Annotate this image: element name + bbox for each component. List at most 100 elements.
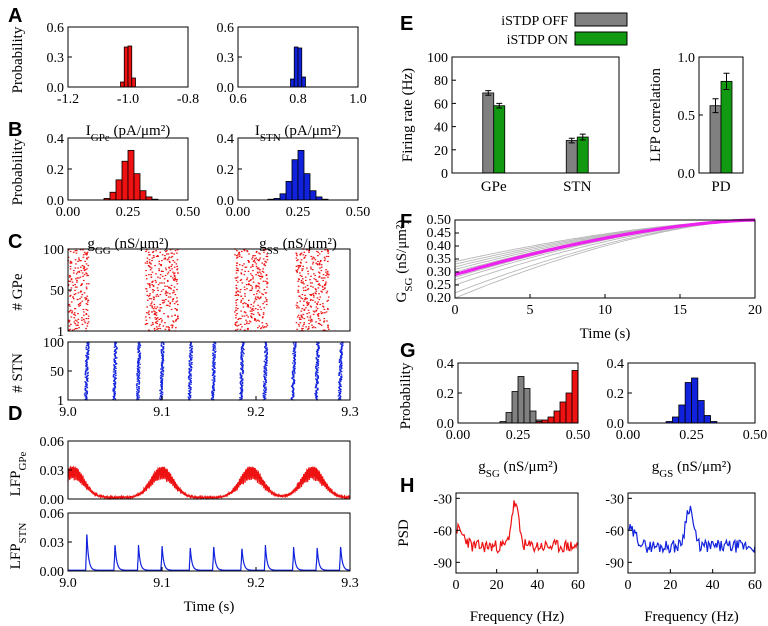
spike-dot — [153, 327, 156, 330]
spike-dot — [84, 383, 87, 385]
spike-dot — [257, 282, 260, 284]
histogram-bar — [279, 193, 287, 201]
spike-dot — [327, 274, 329, 276]
spike-dot — [319, 303, 322, 306]
spike-dot — [71, 312, 73, 314]
spike-dot — [176, 265, 178, 267]
spike-dot — [113, 358, 116, 360]
spike-dot — [340, 370, 343, 372]
spike-dot — [245, 266, 248, 268]
spike-dot — [155, 314, 158, 316]
spike-dot — [306, 284, 309, 287]
spike-dot — [78, 259, 80, 261]
spike-dot — [112, 387, 115, 389]
spike-dot — [212, 395, 214, 397]
y-tick-label: 0.2 — [217, 163, 235, 178]
spike-dot — [260, 273, 262, 275]
spike-dot — [114, 357, 117, 360]
spike-dot — [263, 387, 266, 389]
spike-dot — [212, 347, 215, 349]
spike-dot — [70, 279, 73, 281]
y-tick-label: 0.2 — [437, 387, 455, 402]
spike-dot — [263, 264, 265, 266]
spike-dot — [212, 389, 215, 391]
spike-dot — [177, 303, 179, 306]
spike-dot — [242, 303, 244, 305]
histogram-bar — [290, 78, 295, 88]
spike-dot — [156, 322, 158, 325]
spike-dot — [260, 327, 263, 329]
spike-dot — [317, 317, 320, 320]
spike-dot — [188, 360, 191, 362]
spike-dot — [257, 274, 260, 277]
spike-dot — [76, 279, 78, 282]
spike-dot — [256, 290, 259, 292]
spike-dot — [145, 250, 147, 253]
spike-dot — [239, 397, 241, 399]
spike-dot — [164, 255, 166, 257]
spike-dot — [150, 276, 153, 278]
spike-dot — [249, 279, 252, 282]
spike-dot — [86, 253, 88, 255]
spike-dot — [250, 273, 252, 275]
spike-dot — [147, 295, 150, 297]
spike-dot — [247, 270, 250, 272]
spike-dot — [136, 397, 139, 399]
spike-dot — [158, 325, 161, 327]
category-label: STN — [563, 179, 592, 195]
spike-dot — [236, 276, 239, 278]
spike-dot — [159, 293, 162, 296]
spike-dot — [310, 319, 312, 321]
spike-dot — [68, 276, 71, 278]
spike-dot — [114, 360, 117, 362]
spike-dot — [236, 288, 238, 290]
y-tick-label: 50 — [50, 284, 64, 299]
spike-dot — [145, 312, 148, 314]
spike-dot — [320, 290, 323, 292]
y-tick-label: 0.0 — [47, 81, 65, 96]
spike-dot — [71, 281, 74, 283]
spike-dot — [265, 326, 268, 328]
spike-dot — [298, 295, 301, 297]
spike-dot — [249, 310, 252, 312]
spike-dot — [297, 314, 300, 316]
spike-dot — [251, 256, 254, 258]
x-axis-label: gGS (nS/μm²) — [652, 459, 732, 480]
spike-dot — [243, 250, 246, 252]
spike-dot — [74, 267, 77, 269]
spike-dot — [151, 281, 154, 283]
spike-dot — [339, 390, 342, 392]
spike-dot — [161, 381, 163, 383]
spike-dot — [88, 349, 90, 351]
spike-dot — [340, 343, 343, 345]
spike-dot — [114, 398, 117, 400]
spike-dot — [85, 327, 87, 330]
spike-dot — [328, 328, 330, 330]
spike-dot — [243, 329, 246, 331]
x-tick-label: 20 — [490, 578, 504, 593]
spike-dot — [86, 384, 88, 386]
spike-dot — [316, 297, 319, 299]
spike-dot — [316, 387, 319, 389]
spike-dot — [340, 341, 343, 344]
spike-dot — [161, 368, 164, 371]
spike-dot — [321, 312, 324, 314]
spike-dot — [308, 251, 310, 253]
spike-dot — [240, 348, 243, 350]
spike-dot — [237, 281, 239, 283]
spike-dot — [171, 315, 173, 317]
spike-dot — [259, 269, 261, 271]
spike-dot — [316, 374, 319, 376]
spike-dot — [244, 266, 247, 268]
spike-dot — [259, 278, 262, 280]
spike-dot — [263, 301, 266, 303]
spike-dot — [339, 365, 341, 367]
spike-dot — [69, 328, 71, 330]
spike-dot — [86, 303, 89, 306]
spike-dot — [316, 350, 319, 352]
spike-dot — [266, 278, 268, 280]
spike-dot — [85, 378, 88, 380]
spike-dot — [211, 390, 214, 392]
